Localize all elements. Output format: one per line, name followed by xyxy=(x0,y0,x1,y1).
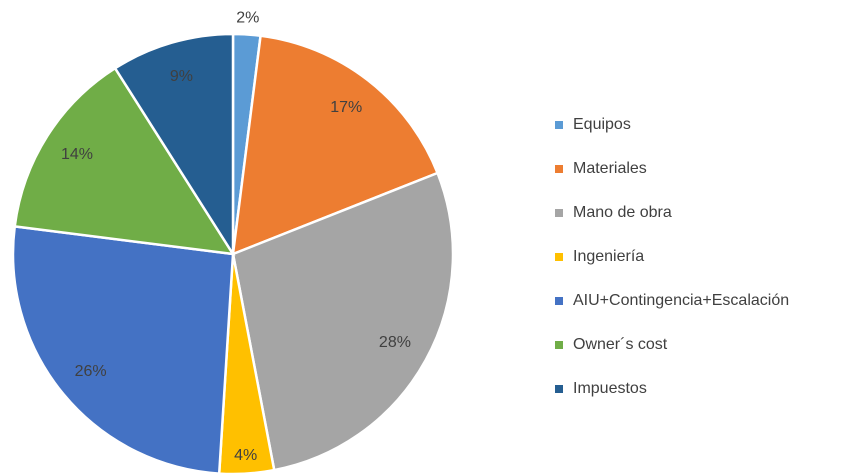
legend-marker xyxy=(555,297,563,305)
pie-slice xyxy=(231,34,440,256)
legend-marker xyxy=(555,341,563,349)
legend-marker xyxy=(555,121,563,129)
pie-slice xyxy=(231,171,455,472)
data-label: 17% xyxy=(330,99,362,116)
data-label: 14% xyxy=(61,146,93,163)
data-label: 2% xyxy=(236,10,259,27)
data-label: 26% xyxy=(75,363,107,380)
legend-marker xyxy=(555,385,563,393)
legend-label: Owner´s cost xyxy=(573,336,668,353)
legend-label: Materiales xyxy=(573,160,647,177)
data-label: 4% xyxy=(234,447,257,464)
legend-label: AIU+Contingencia+Escalación xyxy=(573,292,789,309)
data-label: 28% xyxy=(379,334,411,351)
legend-label: Equipos xyxy=(573,116,631,133)
legend-label: Impuestos xyxy=(573,380,647,397)
legend-label: Ingeniería xyxy=(573,248,644,265)
pie-slice xyxy=(113,32,235,259)
legend-marker xyxy=(555,209,563,217)
pie-slice xyxy=(13,66,236,256)
legend-marker xyxy=(555,165,563,173)
legend-marker xyxy=(555,253,563,261)
pie-slice xyxy=(11,225,235,475)
legend-label: Mano de obra xyxy=(573,204,672,221)
data-label: 9% xyxy=(170,68,193,85)
